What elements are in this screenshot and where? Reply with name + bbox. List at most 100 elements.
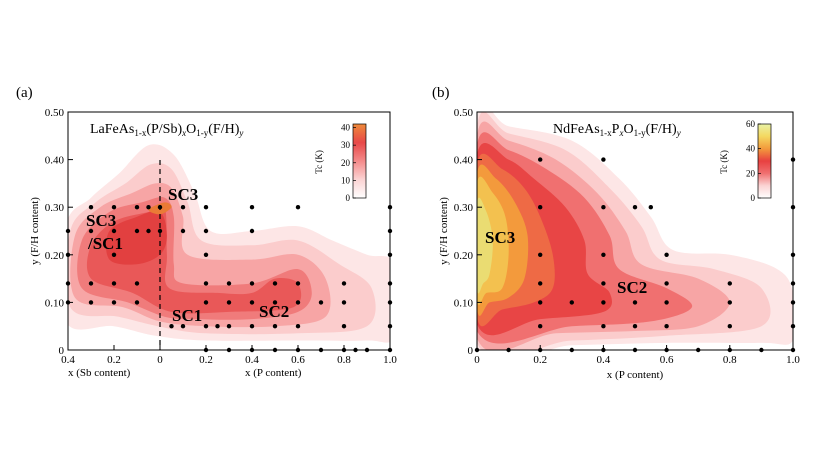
data-point [88, 205, 94, 210]
colorbar-tick-label: 60 [746, 119, 756, 129]
panel-b-contours [477, 112, 793, 350]
colorbar-tick-label: 30 [341, 140, 351, 150]
y-tick-label: 0.50 [45, 107, 65, 119]
data-point [111, 252, 117, 257]
data-point [341, 300, 347, 305]
data-point [180, 205, 186, 210]
x-tick-label: 0.4 [597, 354, 611, 366]
data-point [664, 252, 669, 257]
data-point [226, 324, 232, 329]
data-point [203, 300, 209, 305]
region-label-sc1: SC1 [172, 306, 202, 325]
y-tick-label: 0.50 [454, 107, 474, 119]
panel-a-ticks: 00.100.200.300.400.500.4 0.2 0 0.2 0.4 0.6 0.8… [45, 107, 398, 366]
panel-a-xlabel-p: x (P content) [245, 367, 302, 379]
region-label-sc3: SC3 [168, 185, 198, 204]
data-point [111, 228, 117, 234]
region-label-sc1-left: /SC1 [87, 234, 123, 253]
data-point [249, 281, 255, 286]
data-point [601, 281, 606, 286]
colorbar-tick-label: 40 [341, 123, 351, 133]
colorbar-tick-label: 10 [341, 175, 351, 185]
data-point [203, 252, 209, 257]
x-tick-label: 1.0 [383, 354, 397, 366]
panel-b-ticks: 0 0.10 0.20 0.30 0.40 0.50 0 0.2 0.4 0.6 0.8 1.0 [454, 107, 801, 366]
data-point [111, 205, 117, 210]
colorbar-tick-label: 20 [746, 168, 756, 178]
data-point [272, 324, 278, 329]
data-point [632, 300, 638, 305]
x-tick-label: 0.2 [107, 354, 121, 366]
data-point [538, 252, 543, 257]
data-point [295, 324, 301, 329]
data-point [632, 205, 638, 210]
panel-b-ylabel: y (F/H content) [438, 197, 450, 265]
data-point [664, 324, 669, 329]
data-point [134, 228, 140, 234]
y-tick-label: 0 [468, 345, 474, 357]
data-point [272, 300, 278, 305]
x-tick-label: 0.4 [61, 354, 75, 366]
data-point [341, 281, 347, 286]
data-point [169, 324, 174, 329]
y-tick-label: 0 [59, 345, 65, 357]
y-tick-label: 0.20 [45, 250, 65, 262]
data-point [295, 281, 301, 286]
panel-a-frame [67, 111, 391, 351]
x-tick-label: 0.6 [660, 354, 674, 366]
data-point [88, 281, 94, 286]
data-point [203, 205, 209, 210]
y-tick-label: 0.30 [45, 202, 65, 214]
data-point [249, 228, 255, 234]
data-point [226, 281, 232, 286]
data-point [601, 252, 606, 257]
data-point [601, 157, 606, 162]
data-point [341, 324, 347, 329]
data-point [538, 300, 543, 305]
panel-a-title: LaFeAs1-x(P/Sb)xO1-y(F/H)y [90, 122, 243, 138]
y-tick-label: 0.10 [454, 297, 474, 309]
data-point [203, 228, 209, 234]
x-tick-label: 0.6 [291, 354, 305, 366]
y-tick-label: 0.30 [454, 202, 474, 214]
colorbar-tick-label: 20 [341, 158, 351, 168]
x-tick-label: 0.8 [723, 354, 737, 366]
data-point [203, 324, 209, 329]
contour-tc-55 [477, 197, 493, 294]
data-point [203, 281, 209, 286]
data-point [664, 300, 669, 305]
data-point [538, 281, 543, 286]
region-label-sc3-b: SC3 [485, 228, 515, 247]
colorbar-tick-label: 40 [746, 144, 756, 154]
data-point [134, 300, 140, 305]
panel-b-xlabel: x (P content) [607, 369, 664, 381]
colorbar-gradient [757, 123, 772, 199]
data-point [664, 281, 669, 286]
panel-a: 00.100.200.300.400.500.4 0.2 0 0.2 0.4 0.6 0.8… [29, 107, 398, 379]
x-tick-label: 0.2 [533, 354, 547, 366]
x-tick-label: 1.0 [786, 354, 800, 366]
region-label-sc2: SC2 [259, 302, 289, 321]
y-tick-label: 0.40 [454, 155, 474, 167]
panel-b-title: NdFeAs1-xPxO1-y(F/H)y [553, 122, 681, 138]
x-tick-label: 0.8 [337, 354, 351, 366]
data-point [727, 281, 732, 286]
data-point [249, 205, 255, 210]
data-point [134, 205, 140, 210]
data-point [727, 324, 732, 329]
data-point [295, 205, 301, 210]
colorbar-tick-label: 0 [346, 193, 351, 203]
panel-b-colorbar: 0 20 40 60 [746, 119, 772, 203]
panel-a-ylabel: y (F/H content) [29, 197, 41, 265]
data-point [226, 300, 232, 305]
region-label-sc3-left: SC3 [86, 211, 116, 230]
x-tick-label: 0 [157, 354, 163, 366]
data-point [180, 228, 186, 234]
data-point [569, 300, 574, 305]
data-point [538, 324, 543, 329]
data-point [601, 300, 606, 305]
region-label-sc2-b: SC2 [617, 278, 647, 297]
data-point [157, 205, 163, 210]
data-point [538, 205, 543, 210]
panel-a-xlabel-sb: x (Sb content) [68, 367, 131, 379]
